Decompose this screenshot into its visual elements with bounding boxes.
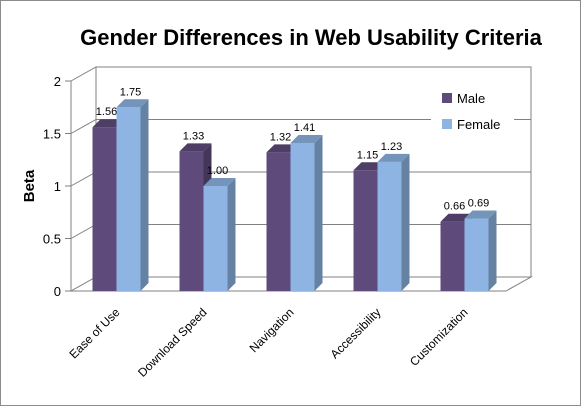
legend-swatch-male — [442, 93, 452, 103]
data-label: 1.41 — [294, 122, 315, 134]
gridline — [70, 119, 531, 134]
legend-box — [431, 81, 514, 141]
data-label: 1.23 — [381, 141, 402, 153]
data-label: 1.15 — [357, 149, 378, 161]
category-label: Download Speed — [135, 305, 210, 380]
data-label: 0.66 — [444, 201, 465, 213]
y-tick-label: 2 — [54, 74, 61, 89]
data-label: 0.69 — [468, 198, 489, 210]
category-label: Customization — [407, 305, 471, 369]
bar-male-1 — [179, 143, 212, 291]
data-label: 1.32 — [270, 131, 291, 143]
bar-female-4 — [464, 210, 497, 291]
bar-female-3 — [377, 153, 410, 291]
legend-swatch-female — [442, 119, 452, 129]
y-tick-label: 1.5 — [43, 127, 61, 142]
legend-label-female: Female — [457, 117, 500, 132]
data-label: 1.56 — [96, 106, 117, 118]
category-label: Ease of Use — [66, 305, 122, 361]
y-tick-label: 1 — [54, 179, 61, 194]
category-label: Accessibility — [328, 305, 384, 361]
data-label: 1.75 — [120, 86, 141, 98]
data-label: 1.00 — [207, 165, 228, 177]
category-label: Navigation — [247, 305, 297, 355]
legend-label-male: Male — [457, 91, 485, 106]
bar-female-0 — [116, 99, 149, 291]
data-label: 1.33 — [183, 130, 204, 142]
chart-title: Gender Differences in Web Usability Crit… — [80, 25, 542, 50]
bar-female-2 — [290, 134, 323, 291]
y-tick-label: 0.5 — [43, 232, 61, 247]
bar-female-1 — [203, 178, 236, 291]
y-tick-label: 0 — [54, 284, 61, 299]
y-axis-label: Beta — [21, 169, 38, 202]
